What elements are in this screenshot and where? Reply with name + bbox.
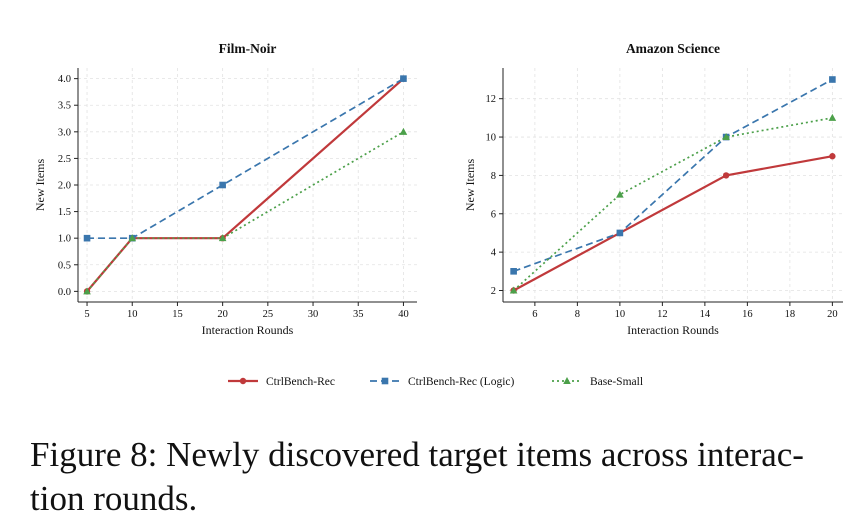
- x-tick-label: 30: [308, 309, 319, 320]
- legend-marker: [381, 377, 389, 385]
- data-point: [219, 181, 226, 189]
- data-point: [400, 75, 407, 82]
- x-axis-label: Interaction Rounds: [627, 323, 719, 337]
- y-tick-label: 0.5: [58, 260, 71, 271]
- y-tick-label: 8: [491, 171, 496, 182]
- data-point: [399, 127, 408, 135]
- data-point: [829, 76, 836, 83]
- x-tick-label: 5: [84, 309, 89, 320]
- x-tick-label: 15: [172, 309, 183, 320]
- chart-panel-2: 6 8 10 12 14 16 18 20 2 4 6 8 10 12 Amazon Science Inte…: [463, 41, 843, 337]
- x-tick-label: 10: [615, 309, 626, 320]
- x-tick-label: 35: [353, 309, 364, 320]
- y-tick-label: 4.0: [58, 74, 71, 85]
- series-line-2: [87, 77, 404, 240]
- chart-title: Film-Noir: [219, 41, 277, 56]
- chart-panel-1: 5 10 15 20 25 30 35 40 0.0 0.5 1.0 1.5 2.0 2.5 3.0 3.5 4…: [33, 41, 417, 337]
- caption-line-2: tion rounds.: [30, 479, 198, 518]
- x-axis-label: Interaction Rounds: [202, 323, 294, 337]
- y-tick-label: 3.0: [58, 127, 71, 138]
- data-point: [829, 153, 836, 160]
- x-tick-label: 20: [217, 309, 228, 320]
- x-tick-label: 16: [742, 309, 753, 320]
- y-tick-label: 0.0: [58, 287, 71, 298]
- y-tick-label: 12: [486, 94, 497, 105]
- x-tick-label: 6: [532, 309, 537, 320]
- data-point: [128, 234, 137, 242]
- series-line-1: [86, 77, 405, 293]
- y-tick-label: 4: [491, 248, 497, 259]
- x-tick-label: 25: [263, 309, 274, 320]
- legend-label-1: CtrlBench-Rec: [266, 376, 335, 388]
- x-tick-label: 20: [827, 309, 838, 320]
- series-line-3: [513, 117, 833, 292]
- data-point: [616, 190, 624, 198]
- x-tick-label: 18: [785, 309, 796, 320]
- data-point: [722, 133, 730, 141]
- data-point: [218, 234, 227, 242]
- y-axis-label: New Items: [33, 159, 47, 212]
- data-point: [616, 229, 624, 237]
- data-point: [828, 113, 837, 121]
- legend-label-3: Base-Small: [590, 376, 643, 388]
- legend-marker: [563, 377, 571, 384]
- x-tick-label: 14: [700, 309, 711, 320]
- legend: CtrlBench-Rec CtrlBench-Rec (Logic) Base-S…: [228, 376, 643, 388]
- y-tick-label: 6: [491, 209, 496, 220]
- y-axis-label: New Items: [463, 159, 477, 212]
- x-tick-label: 40: [398, 309, 409, 320]
- x-tick-label: 8: [575, 309, 580, 320]
- data-point: [510, 268, 517, 275]
- series-line-1: [513, 155, 833, 292]
- y-tick-label: 2.0: [58, 181, 71, 192]
- y-tick-label: 1.0: [58, 234, 71, 245]
- x-tick-label: 10: [127, 309, 138, 320]
- figure-caption: Figure 8: Newly discovered target items …: [30, 433, 860, 521]
- y-tick-label: 2: [491, 286, 496, 297]
- data-point: [509, 286, 518, 294]
- series-line-2: [513, 78, 833, 273]
- y-tick-label: 3.5: [58, 101, 71, 112]
- legend-marker: [239, 377, 247, 385]
- chart-title: Amazon Science: [626, 41, 720, 56]
- data-point: [83, 234, 91, 242]
- legend-label-2: CtrlBench-Rec (Logic): [408, 376, 515, 388]
- data-point: [83, 287, 91, 295]
- data-point: [722, 172, 730, 179]
- series-line-3: [86, 131, 404, 292]
- caption-line-1: Figure 8: Newly discovered target items …: [30, 435, 804, 474]
- figure: 5 10 15 20 25 30 35 40 0.0 0.5 1.0 1.5 2.0 2.5 3.0 3.5 4…: [33, 41, 843, 388]
- y-tick-label: 2.5: [58, 154, 71, 165]
- y-tick-label: 1.5: [58, 207, 71, 218]
- y-tick-label: 10: [486, 133, 497, 144]
- x-tick-label: 12: [657, 309, 668, 320]
